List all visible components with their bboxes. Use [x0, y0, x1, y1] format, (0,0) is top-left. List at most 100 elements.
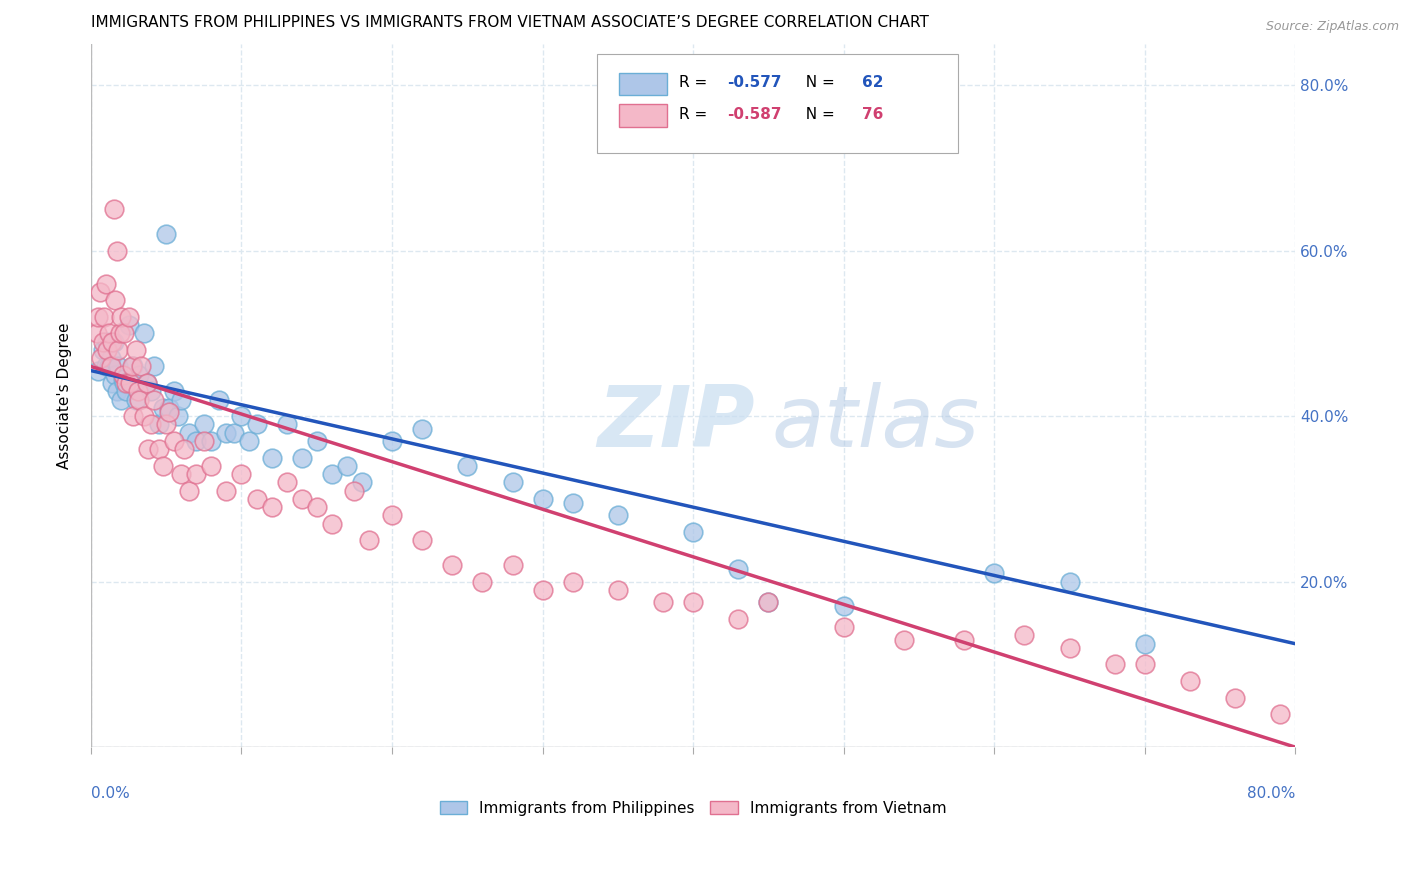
Point — [114, 376, 136, 390]
Point — [143, 392, 166, 407]
Point — [456, 458, 478, 473]
Point — [606, 582, 628, 597]
Point — [93, 310, 115, 324]
Point — [125, 392, 148, 407]
Point — [531, 582, 554, 597]
Point — [758, 595, 780, 609]
Text: atlas: atlas — [772, 382, 980, 465]
Point — [321, 516, 343, 531]
Point — [89, 285, 111, 299]
Point — [170, 392, 193, 407]
Point — [177, 425, 200, 440]
Point — [110, 310, 132, 324]
Point — [91, 343, 114, 357]
Point — [105, 244, 128, 258]
Point — [177, 483, 200, 498]
Point — [561, 496, 583, 510]
Point — [561, 574, 583, 589]
Point — [193, 417, 215, 432]
Point — [129, 359, 152, 374]
Point — [91, 334, 114, 349]
Point — [200, 458, 222, 473]
Point — [148, 417, 170, 432]
Point — [121, 359, 143, 374]
Point — [98, 326, 121, 341]
Point — [152, 458, 174, 473]
Point — [186, 434, 208, 448]
Point — [953, 632, 976, 647]
Point — [100, 359, 122, 374]
Point — [260, 450, 283, 465]
Point — [727, 612, 749, 626]
Point — [502, 558, 524, 573]
Point — [121, 376, 143, 390]
Point — [381, 508, 404, 523]
Point — [1270, 707, 1292, 722]
Point — [245, 491, 267, 506]
Point — [173, 442, 195, 457]
Text: N =: N = — [796, 106, 839, 121]
Point — [381, 434, 404, 448]
FancyBboxPatch shape — [619, 104, 666, 127]
Point — [110, 392, 132, 407]
Text: -0.577: -0.577 — [727, 75, 782, 90]
Point — [141, 384, 163, 399]
Text: Source: ZipAtlas.com: Source: ZipAtlas.com — [1265, 20, 1399, 33]
Point — [94, 359, 117, 374]
Point — [652, 595, 675, 609]
Point — [107, 343, 129, 357]
Point — [343, 483, 366, 498]
Text: N =: N = — [796, 75, 839, 90]
Point — [111, 368, 134, 382]
Point — [104, 368, 127, 382]
Point — [1059, 640, 1081, 655]
Point — [727, 562, 749, 576]
Point — [112, 326, 135, 341]
Point — [411, 533, 433, 548]
Point — [101, 376, 124, 390]
Point — [260, 500, 283, 515]
Point — [87, 310, 110, 324]
Point — [120, 376, 142, 390]
Text: 0.0%: 0.0% — [91, 786, 129, 801]
Point — [111, 372, 134, 386]
Point — [163, 434, 186, 448]
Text: 62: 62 — [862, 75, 883, 90]
Point — [132, 409, 155, 424]
Point — [1014, 628, 1036, 642]
Point — [606, 508, 628, 523]
Point — [200, 434, 222, 448]
Text: -0.587: -0.587 — [727, 106, 782, 121]
Point — [100, 351, 122, 366]
Point — [350, 475, 373, 490]
Point — [682, 595, 704, 609]
Point — [441, 558, 464, 573]
Point — [832, 599, 855, 614]
Point — [122, 359, 145, 374]
Point — [1133, 637, 1156, 651]
Point — [163, 384, 186, 399]
Point — [208, 392, 231, 407]
Point — [90, 351, 112, 366]
Point — [276, 475, 298, 490]
FancyBboxPatch shape — [596, 54, 959, 153]
Point — [103, 202, 125, 217]
Point — [103, 334, 125, 349]
Text: R =: R = — [679, 75, 711, 90]
Point — [104, 293, 127, 308]
Point — [148, 442, 170, 457]
Point — [245, 417, 267, 432]
Point — [238, 434, 260, 448]
Point — [128, 392, 150, 407]
Point — [117, 318, 139, 332]
Point — [170, 467, 193, 481]
Point — [336, 458, 359, 473]
Point — [305, 434, 328, 448]
Point — [135, 376, 157, 390]
Point — [321, 467, 343, 481]
Point — [231, 409, 253, 424]
Point — [359, 533, 381, 548]
Point — [136, 442, 159, 457]
Point — [86, 326, 108, 341]
Point — [96, 334, 118, 349]
